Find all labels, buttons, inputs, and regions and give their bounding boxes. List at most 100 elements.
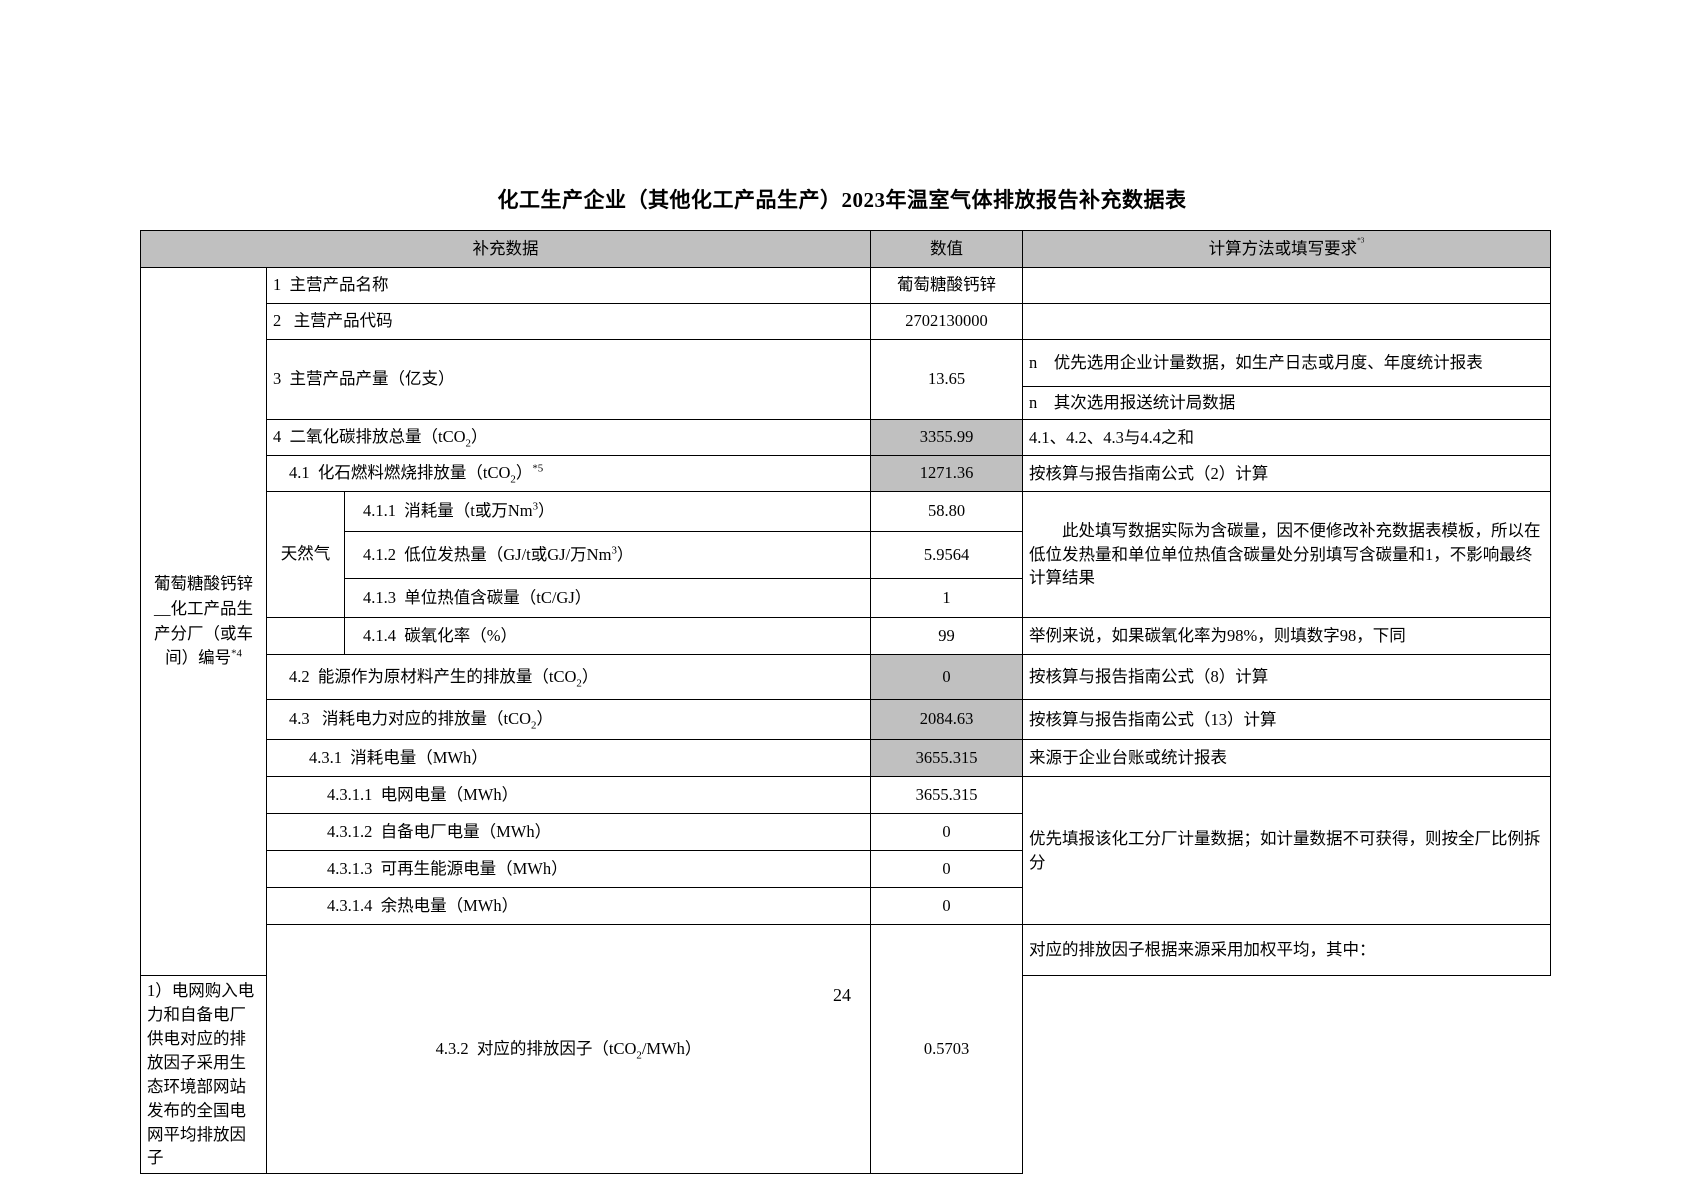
cell-value-2: 2702130000 [870, 303, 1024, 340]
cell-value-4313: 0 [870, 850, 1024, 888]
row-number-431: 4.3.1 [309, 747, 342, 767]
row-number-412: 4.1.2 [363, 544, 396, 564]
row-text-3: 主营产品产量（亿支） [289, 369, 455, 389]
table-row: 4.2 能源作为原材料产生的排放量（tCO2） 0 按核算与报告指南公式（8）计… [141, 654, 1552, 700]
cell-value-413: 1 [870, 578, 1024, 618]
row-text-4312: 自备电厂电量（MWh） [380, 821, 552, 841]
cell-note-3a: n 优先选用企业计量数据，如生产日志或月度、年度统计报表 [1022, 339, 1552, 387]
row-number-41: 4.1 [289, 463, 310, 483]
table-row: 4.1 化石燃料燃烧排放量（tCO2）*5 1271.36 按核算与报告指南公式… [141, 455, 1552, 492]
table-header-row: 补充数据 数值 计算方法或填写要求*3 [139, 230, 1552, 268]
page-number: 24 [833, 985, 851, 1005]
row-number-3: 3 [273, 369, 282, 389]
row-number-414: 4.1.4 [363, 625, 396, 645]
table-row: 4.3.1 消耗电量（MWh） 3655.315 来源于企业台账或统计报表 [141, 739, 1552, 777]
natural-gas-group-label: 天然气 [266, 491, 345, 618]
cell-label-41: 4.1 化石燃料燃烧排放量（tCO2）*5 [265, 455, 872, 492]
cell-label-2: 2 主营产品代码 [265, 303, 872, 340]
cell-value-412: 5.9564 [870, 531, 1024, 579]
natural-gas-group-label-cont [266, 617, 345, 655]
cell-label-411: 4.1.1 消耗量（t或万Nm3） [343, 491, 872, 532]
row-number-4: 4 [273, 427, 282, 447]
row-number-4313: 4.3.1.3 [327, 858, 373, 878]
row-text-414: 碳氧化率（%） [404, 625, 517, 645]
cell-note-natural-gas: 此处填写数据实际为含碳量，因不便修改补充数据表模板，所以在低位发热量和单位单位热… [1022, 491, 1552, 618]
cell-label-4311: 4.3.1.1 电网电量（MWh） [265, 776, 872, 814]
row-number-1: 1 [273, 275, 282, 295]
table-row: 4.3 消耗电力对应的排放量（tCO2） 2084.63 按核算与报告指南公式（… [141, 699, 1552, 740]
cell-value-414: 99 [870, 617, 1024, 655]
header-supplementary-data: 补充数据 [139, 230, 872, 268]
row-number-413: 4.1.3 [363, 587, 396, 607]
row-text-411: 消耗量（t或万Nm3） [404, 500, 555, 521]
row-number-432: 4.3.2 [435, 1039, 469, 1059]
row-text-412: 低位发热量（GJ/t或GJ/万Nm3） [404, 544, 634, 564]
table-row: 4.3.1.3 可再生能源电量（MWh） 0 [141, 850, 1551, 888]
table-row: 4.3.1.2 自备电厂电量（MWh） 0 [141, 813, 1551, 851]
cell-label-43: 4.3 消耗电力对应的排放量（tCO2） [265, 699, 872, 740]
cell-label-3: 3 主营产品产量（亿支） [265, 339, 872, 420]
cell-label-42: 4.2 能源作为原材料产生的排放量（tCO2） [265, 654, 872, 700]
cell-value-4311: 3655.315 [870, 776, 1024, 814]
row-text-413: 单位热值含碳量（tC/GJ） [404, 587, 592, 607]
table-row: 4.3.1.1 电网电量（MWh） 3655.315 优先填报该化工分厂计量数据… [141, 776, 1552, 925]
row-number-4314: 4.3.1.4 [327, 895, 373, 915]
cell-value-3: 13.65 [870, 339, 1024, 420]
table-row: 2 主营产品代码 2702130000 [141, 303, 1552, 340]
cell-label-432: 4.3.2 对应的排放因子（tCO2/MWh） [265, 923, 872, 1175]
cell-label-4312: 4.3.1.2 自备电厂电量（MWh） [265, 813, 872, 851]
cell-value-4314: 0 [870, 887, 1024, 925]
table-row: 4 二氧化碳排放总量（tCO2） 3355.99 4.1、4.2、4.3与4.4… [141, 419, 1552, 456]
cell-note-3b: n 其次选用报送统计局数据 [1022, 386, 1552, 420]
row-text-431: 消耗电量（MWh） [350, 747, 488, 767]
header-method: 计算方法或填写要求*3 [1022, 230, 1552, 268]
cell-label-4: 4 二氧化碳排放总量（tCO2） [265, 419, 872, 456]
header-value: 数值 [870, 230, 1024, 268]
page-title: 化工生产企业（其他化工产品生产）2023年温室气体排放报告补充数据表 [497, 188, 1187, 212]
table-row: 4.1.2 低位发热量（GJ/t或GJ/万Nm3） 5.9564 [141, 531, 1551, 579]
header-method-footnote: *3 [1357, 236, 1365, 245]
row-number-43: 4.3 [289, 709, 310, 729]
row-text-43: 消耗电力对应的排放量（tCO2） [322, 709, 553, 732]
table-row: 天然气 4.1.1 消耗量（t或万Nm3） 58.80 此处填写数据实际为含碳量… [141, 491, 1552, 618]
table-row: 葡萄糖酸钙锌__化工产品生产分厂（或车间）编号*4 1 主营产品名称 葡萄糖酸钙… [140, 267, 1552, 976]
cell-note-electricity: 优先填报该化工分厂计量数据；如计量数据不可获得，则按全厂比例拆分 [1022, 776, 1552, 925]
cell-label-412: 4.1.2 低位发热量（GJ/t或GJ/万Nm3） [343, 531, 872, 579]
cell-value-4: 3355.99 [870, 419, 1024, 456]
row-number-4312: 4.3.1.2 [327, 821, 373, 841]
cell-value-41: 1271.36 [870, 455, 1024, 492]
row-text-41: 化石燃料燃烧排放量（tCO2）*5 [317, 462, 544, 486]
cell-note-1 [1022, 267, 1552, 304]
row-text-4313: 可再生能源电量（MWh） [380, 858, 568, 878]
cell-note-431: 来源于企业台账或统计报表 [1022, 739, 1552, 777]
row-text-4: 二氧化碳排放总量（tCO2） [289, 427, 488, 450]
cell-note-432b: 1）电网购入电力和自备电厂供电对应的排放因子采用生态环境部网站发布的全国电网平均… [140, 974, 267, 1175]
row-number-2: 2 [273, 311, 282, 331]
row-text-4314: 余热电量（MWh） [380, 895, 519, 915]
row-text-1: 主营产品名称 [289, 275, 389, 295]
table-row: 4.1.3 单位热值含碳量（tC/GJ） 1 [141, 578, 1551, 618]
cell-note-4: 4.1、4.2、4.3与4.4之和 [1022, 419, 1552, 456]
table-row: 4.1.4 碳氧化率（%） 99 举例来说，如果碳氧化率为98%，则填数字98，… [141, 617, 1552, 655]
header-method-text: 计算方法或填写要求 [1208, 238, 1358, 258]
cell-note-414: 举例来说，如果碳氧化率为98%，则填数字98，下同 [1022, 617, 1552, 655]
cell-label-431: 4.3.1 消耗电量（MWh） [265, 739, 872, 777]
row-label-factory: 葡萄糖酸钙锌__化工产品生产分厂（或车间）编号*4 [140, 267, 267, 976]
table-row: 4.3.2 对应的排放因子（tCO2/MWh） 0.5703 对应的排放因子根据… [141, 923, 1552, 1175]
cell-value-42: 0 [870, 654, 1024, 700]
row-number-411: 4.1.1 [363, 501, 396, 521]
cell-value-432: 0.5703 [870, 923, 1024, 1175]
cell-label-414: 4.1.4 碳氧化率（%） [343, 617, 872, 655]
table-row: n 其次选用报送统计局数据 [141, 386, 1552, 420]
cell-value-4312: 0 [870, 813, 1024, 851]
cell-note-42: 按核算与报告指南公式（8）计算 [1022, 654, 1552, 700]
row-number-4311: 4.3.1.1 [327, 784, 373, 804]
row-text-42: 能源作为原材料产生的排放量（tCO2） [317, 666, 599, 690]
cell-label-413: 4.1.3 单位热值含碳量（tC/GJ） [343, 578, 872, 618]
cell-label-4313: 4.3.1.3 可再生能源电量（MWh） [265, 850, 872, 888]
table-row: 3 主营产品产量（亿支） 13.65 n 优先选用企业计量数据，如生产日志或月度… [141, 339, 1552, 420]
cell-value-411: 58.80 [870, 491, 1024, 532]
table-row: 1）电网购入电力和自备电厂供电对应的排放因子采用生态环境部网站发布的全国电网平均… [140, 974, 1551, 1175]
row-text-432: 对应的排放因子（tCO2/MWh） [476, 1039, 702, 1062]
